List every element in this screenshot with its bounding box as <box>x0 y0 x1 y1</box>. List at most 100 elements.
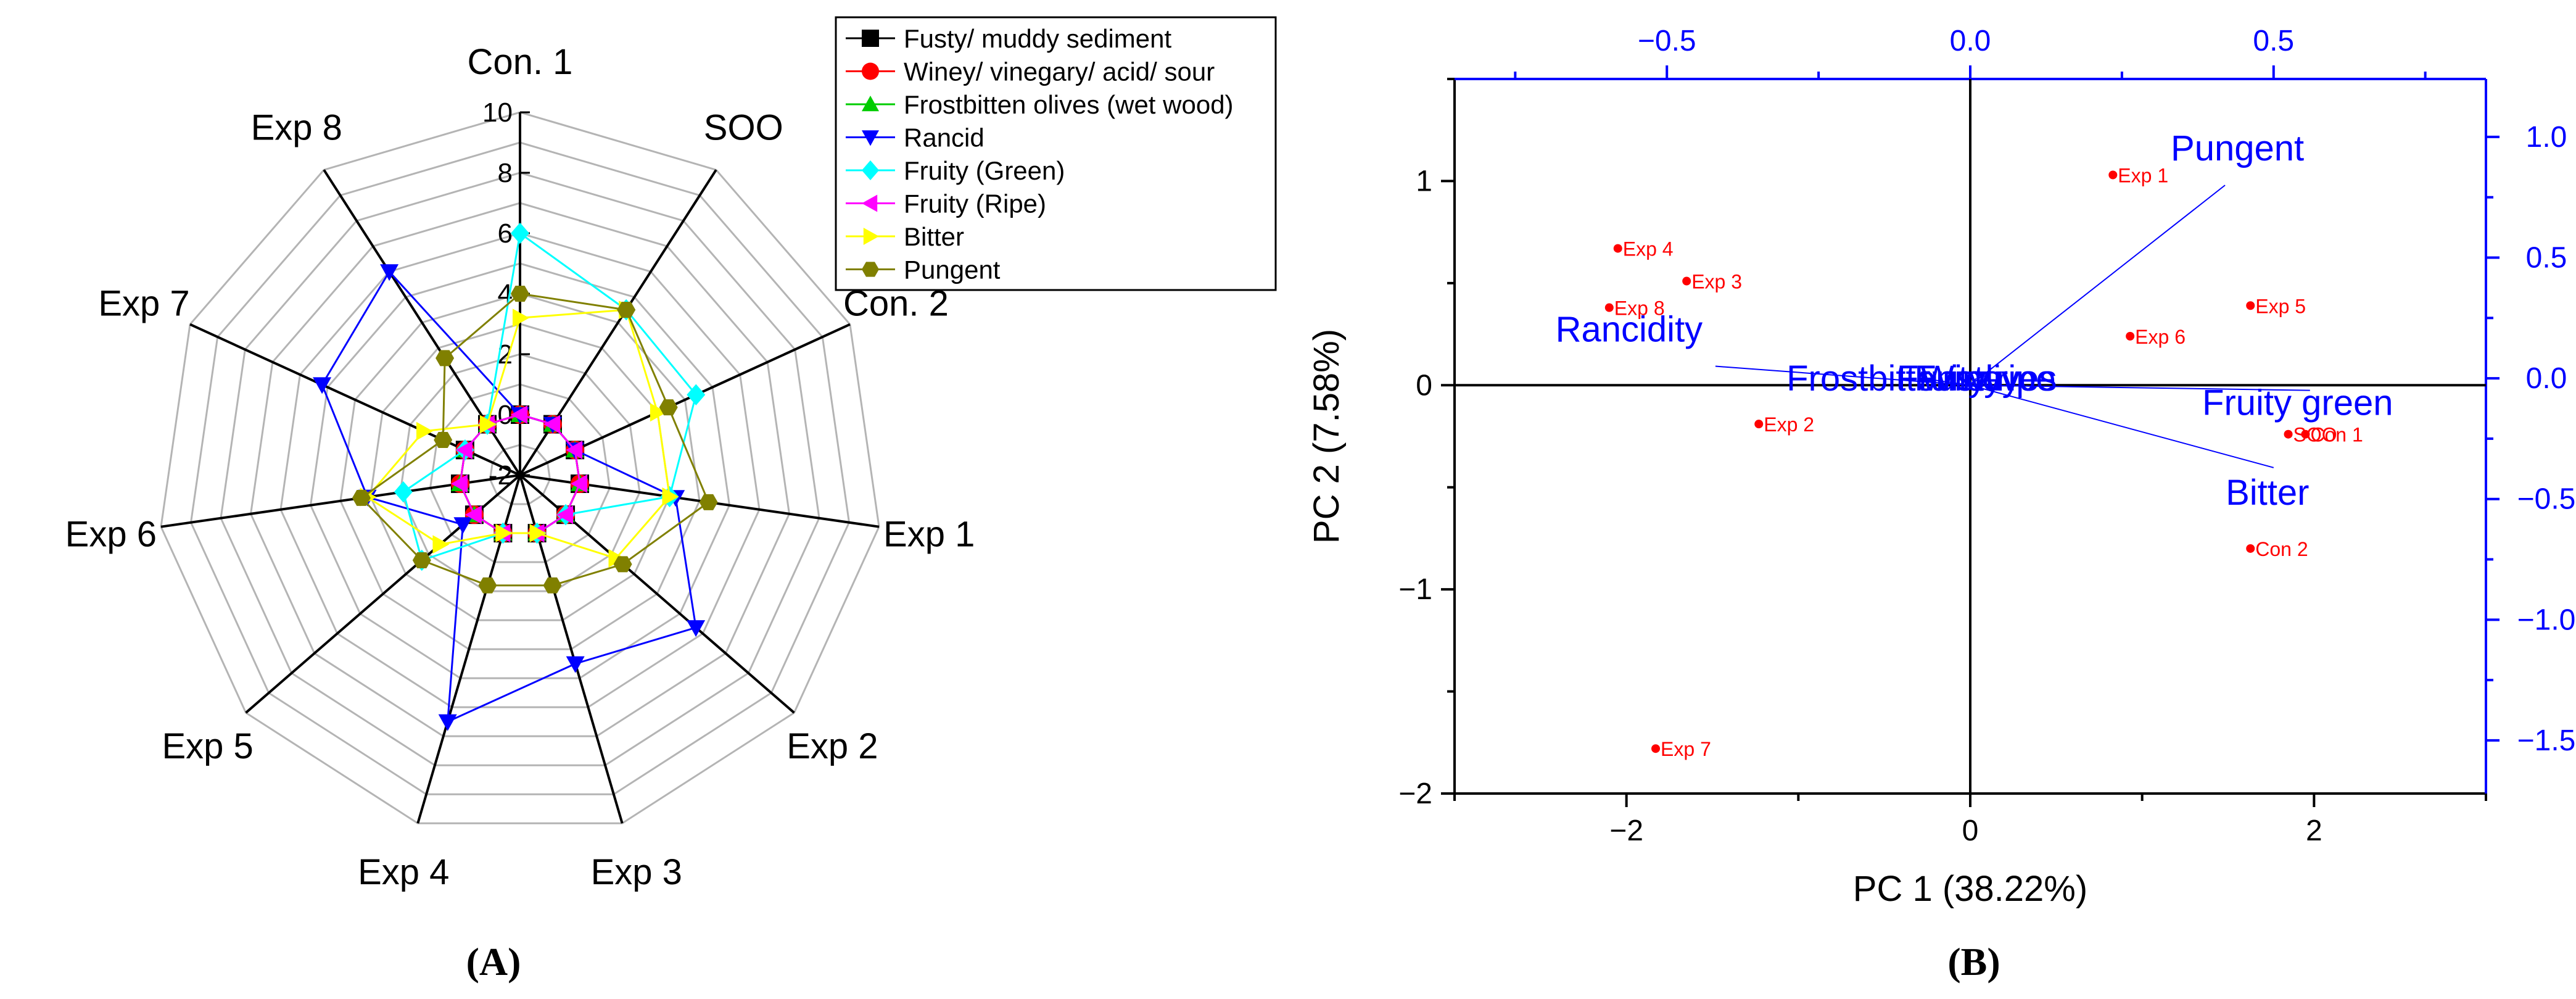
radar-grid-ring <box>160 111 880 824</box>
radar-point <box>687 620 706 637</box>
radar-point <box>453 517 473 534</box>
radar-axis-label: Exp 3 <box>591 852 682 892</box>
radar-grid-ring <box>309 262 731 679</box>
radar-point <box>543 577 562 594</box>
loading-label-frostbitten-olives: Frostbitten olives <box>1786 359 2057 399</box>
radar-grid-ring <box>399 353 641 592</box>
radar-grid-ring <box>189 141 851 795</box>
radar-series-line <box>360 292 710 587</box>
radar-point <box>416 421 433 441</box>
legend-marker <box>862 130 879 146</box>
legend-label: Fusty/ muddy sediment <box>904 24 1172 53</box>
radar-point <box>617 302 636 318</box>
score-label-exp-5: Exp 5 <box>2255 295 2306 317</box>
loading-vector-rancidity <box>1715 365 1971 386</box>
radar-point <box>659 399 678 416</box>
score-label-exp-3: Exp 3 <box>1691 271 1742 293</box>
loading-vector-fruity-ripe <box>1970 378 1977 386</box>
radar-axis-label: Con. 1 <box>468 42 573 82</box>
loading-label-rancidity: Rancidity <box>1556 310 1703 350</box>
y-axis-title: PC 2 (7.58%) <box>1307 329 1347 544</box>
x-axis-title: PC 1 (38.22%) <box>1853 869 2087 909</box>
legend-marker <box>862 62 879 80</box>
score-point-exp-7 <box>1651 744 1661 753</box>
legend-box <box>835 16 1277 291</box>
legend-marker <box>862 194 878 212</box>
score-point-exp-3 <box>1682 276 1691 286</box>
right-tick-label: 1.0 <box>2526 121 2567 154</box>
radar-point <box>352 490 371 506</box>
y-tick-label: 1 <box>1416 165 1432 197</box>
radar-grid-ring <box>249 202 791 737</box>
score-label-exp-8: Exp 8 <box>1614 297 1665 320</box>
radar-point <box>566 656 585 673</box>
radar-point <box>480 415 497 434</box>
radar-point <box>313 377 332 394</box>
x-tick-label: 2 <box>2306 815 2322 847</box>
radar-grid-ring <box>489 444 551 505</box>
x-tick-label: 0 <box>1962 815 1979 847</box>
right-tick-label: −0.5 <box>2517 483 2576 516</box>
top-tick-label: −0.5 <box>1638 25 1696 57</box>
score-point-exp-8 <box>1604 303 1614 312</box>
score-label-exp-6: Exp 6 <box>2135 326 2186 348</box>
legend-marker <box>862 30 879 47</box>
y-tick-label: −2 <box>1398 777 1432 810</box>
radar-point <box>662 487 679 506</box>
radar-axis-label: Exp 8 <box>251 107 342 147</box>
right-tick-label: 0.5 <box>2526 242 2567 275</box>
score-point-con-2 <box>2246 544 2255 553</box>
radar-point <box>434 432 453 448</box>
radar-axis-label: SOO <box>704 107 783 147</box>
legend-label: Pungent <box>904 255 1001 284</box>
radar-point <box>436 350 455 367</box>
score-point-exp-5 <box>2246 301 2255 310</box>
radar-point <box>650 403 667 422</box>
loading-label-fusty: Fusty <box>1914 359 2002 399</box>
radar-point <box>613 556 632 573</box>
radar-point <box>412 552 431 568</box>
score-point-con-1 <box>2301 429 2310 439</box>
radar-point <box>529 524 547 542</box>
loading-label-fruity-ripe: Fruity ripe <box>1897 359 2056 399</box>
radar-series-line <box>366 309 671 560</box>
score-point-exp-6 <box>2126 331 2135 341</box>
loading-vector-fruity-green <box>1970 384 2310 391</box>
right-tick-label: −1.5 <box>2517 724 2576 757</box>
legend-label: Rancid <box>904 123 985 152</box>
radar-point <box>556 505 574 524</box>
y-tick-label: 0 <box>1416 369 1432 402</box>
radar-point <box>543 415 560 434</box>
radar-point <box>394 481 413 503</box>
loading-label-bitter: Bitter <box>2226 473 2309 513</box>
score-label-exp-2: Exp 2 <box>1764 413 1814 436</box>
score-label-soo: SOO <box>2293 424 2337 446</box>
radar-point <box>566 441 583 460</box>
radar-tick-label: 6 <box>498 218 513 249</box>
score-point-exp-1 <box>2108 170 2118 180</box>
radar-grid-ring <box>220 172 820 766</box>
radar-axis-label: Exp 7 <box>98 284 189 324</box>
score-label-exp-1: Exp 1 <box>2118 165 2168 187</box>
score-label-exp-4: Exp 4 <box>1623 238 1674 260</box>
score-label-exp-7: Exp 7 <box>1661 738 1711 760</box>
radar-point <box>495 524 513 542</box>
radar-grid-ring <box>369 323 671 621</box>
radar-tick-label: -2 <box>489 460 513 491</box>
score-point-soo <box>2284 429 2293 439</box>
radar-point <box>687 384 706 405</box>
legend-marker <box>862 96 879 112</box>
loading-vector-fusty <box>1957 378 1971 386</box>
radar-point <box>464 505 482 524</box>
radar-point <box>608 549 625 568</box>
loading-vector-bitter <box>1970 384 2274 468</box>
radar-axis-label: Exp 1 <box>883 514 975 554</box>
radar-point <box>478 577 497 594</box>
radar-point <box>513 309 529 328</box>
panel-b-caption: (B) <box>1947 940 2000 984</box>
y-tick-label: −1 <box>1398 573 1432 606</box>
radar-axis-label: Exp 4 <box>358 852 449 892</box>
radar-tick-label: 10 <box>482 97 513 128</box>
pca-biplot: −2 0 2 −2 −1 0 1 −0.5 0.0 0.5 −1.5 −1.0 −0.5 0.0 0.5 1.… <box>1307 25 2576 909</box>
